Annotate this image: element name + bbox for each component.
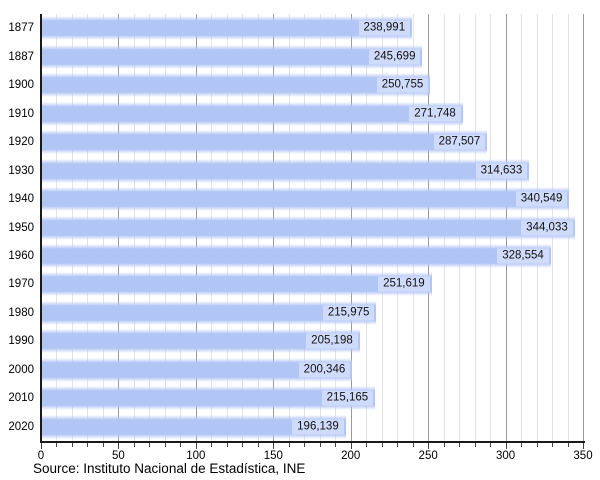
x-axis-tick-major [273, 443, 275, 449]
x-axis-tick-major [505, 443, 507, 449]
x-axis-tick-minor [288, 443, 290, 447]
y-axis-label: 1980 [8, 306, 34, 319]
y-axis-label: 1950 [8, 221, 34, 234]
x-axis-tick-minor [304, 443, 306, 447]
bar: 200,346 [42, 357, 353, 382]
x-axis-tick-major [428, 443, 430, 449]
x-axis-tick-label: 200 [341, 450, 361, 462]
x-axis-tick-minor [133, 443, 135, 447]
bar: 287,507 [42, 130, 488, 155]
x-axis-tick-minor [567, 443, 569, 447]
y-axis-label: 1940 [8, 193, 34, 206]
x-axis-tick-minor [366, 443, 368, 447]
x-axis-tick-minor [56, 443, 58, 447]
x-axis-tick-major [583, 443, 584, 449]
y-axis-label: 1960 [8, 249, 34, 262]
bar-value-label: 200,346 [298, 362, 351, 378]
y-axis-label: 1877 [8, 22, 34, 35]
y-axis-label: 1887 [8, 50, 34, 63]
bar-value-label: 251,619 [378, 276, 430, 292]
bar: 205,198 [42, 329, 360, 354]
x-axis-tick-label: 300 [495, 450, 516, 462]
bar-value-label: 215,975 [322, 305, 375, 321]
x-axis-tick-minor [397, 443, 399, 447]
bar-value-label: 205,198 [306, 333, 358, 349]
x-axis-tick-minor [71, 443, 73, 447]
bar: 314,633 [42, 158, 530, 183]
bar-value-label: 328,554 [497, 248, 549, 264]
y-axis-label: 1990 [8, 335, 34, 348]
x-axis-tick-major [41, 443, 42, 449]
y-axis-label: 1920 [8, 136, 34, 149]
y-axis-label: 1930 [8, 164, 34, 177]
x-axis-tick-minor [211, 443, 213, 447]
x-axis-tick-label: 0 [37, 450, 45, 462]
x-axis-tick-minor [552, 443, 554, 447]
x-axis-tick-minor [149, 443, 151, 447]
x-axis-tick-minor [474, 443, 476, 447]
bar: 344,033 [42, 215, 575, 240]
bar: 215,975 [42, 300, 377, 325]
x-axis-tick-major [350, 443, 352, 449]
x-axis-tick-label: 50 [112, 450, 125, 462]
x-axis-tick-minor [180, 443, 182, 447]
bar-value-label: 250,755 [376, 77, 429, 93]
y-axis-label: 1900 [8, 79, 34, 92]
x-axis-tick-minor [521, 443, 523, 447]
x-axis-tick-minor [443, 443, 445, 447]
bar: 245,699 [42, 44, 423, 69]
x-axis-tick-major [118, 443, 120, 449]
x-axis-line [40, 441, 585, 443]
bar: 340,549 [42, 187, 570, 212]
x-axis-tick-minor [257, 443, 259, 447]
bar: 328,554 [42, 243, 551, 268]
x-axis-tick-minor [490, 443, 492, 447]
x-axis-tick-minor [87, 443, 89, 447]
x-axis-tick-minor [536, 443, 538, 447]
bar-value-label: 287,507 [433, 134, 486, 150]
bar-value-label: 271,748 [409, 106, 461, 122]
bar: 250,755 [42, 73, 431, 98]
x-axis-tick-minor [412, 443, 414, 447]
bar-value-label: 238,991 [358, 20, 411, 36]
bar: 271,748 [42, 101, 463, 126]
bar: 251,619 [42, 272, 432, 297]
x-axis-tick-minor [164, 443, 166, 447]
y-axis-label: 2010 [8, 392, 34, 405]
bar-value-label: 344,033 [521, 220, 573, 235]
x-axis-tick-major [195, 443, 197, 449]
x-axis-tick-label: 250 [418, 450, 438, 462]
y-axis-line [40, 14, 42, 441]
y-axis-label: 1910 [8, 107, 34, 120]
bar-value-label: 215,165 [321, 390, 374, 406]
x-axis-tick-minor [381, 443, 383, 447]
x-axis-tick-minor [102, 443, 104, 447]
x-axis-tick-minor [242, 443, 244, 447]
bar: 196,139 [42, 414, 346, 439]
bar: 238,991 [42, 16, 413, 41]
bar-value-label: 340,549 [515, 191, 568, 207]
bar-value-label: 196,139 [292, 419, 344, 435]
y-axis-label: 2020 [8, 420, 34, 433]
bar: 215,165 [42, 386, 376, 411]
x-axis-tick-minor [459, 443, 461, 447]
x-axis-tick-label: 350 [573, 450, 593, 462]
x-axis-tick-minor [335, 443, 337, 447]
x-axis-tick-minor [226, 443, 228, 447]
x-axis-tick-label: 100 [186, 450, 206, 462]
x-axis-tick-minor [319, 443, 321, 447]
y-axis-label: 1970 [8, 278, 34, 291]
gridline-major [583, 14, 584, 441]
bar-value-label: 245,699 [368, 49, 421, 65]
y-axis-label: 2000 [8, 363, 34, 376]
x-axis-tick-label: 150 [263, 450, 283, 462]
bar-value-label: 314,633 [475, 163, 528, 179]
source-caption: Source: Instituto Nacional de Estadístic… [33, 461, 306, 476]
